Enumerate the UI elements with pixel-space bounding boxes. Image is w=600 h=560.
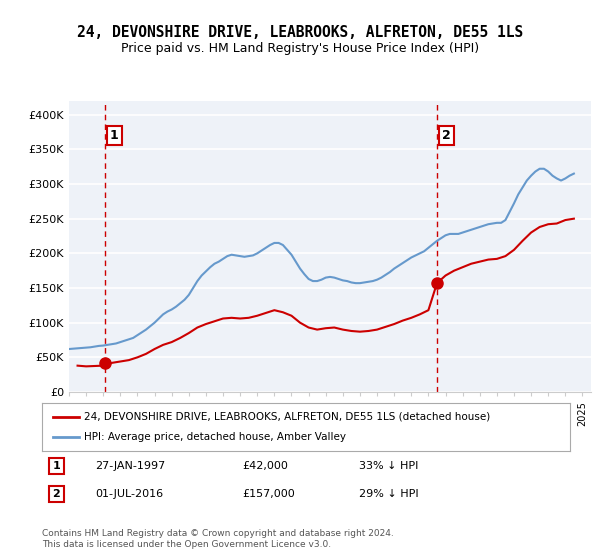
Text: 1: 1 — [110, 129, 118, 142]
Text: 1: 1 — [53, 461, 61, 471]
Text: £42,000: £42,000 — [242, 461, 289, 471]
Text: 27-JAN-1997: 27-JAN-1997 — [95, 461, 165, 471]
Text: 24, DEVONSHIRE DRIVE, LEABROOKS, ALFRETON, DE55 1LS (detached house): 24, DEVONSHIRE DRIVE, LEABROOKS, ALFRETO… — [84, 412, 490, 422]
Text: Contains HM Land Registry data © Crown copyright and database right 2024.
This d: Contains HM Land Registry data © Crown c… — [42, 529, 394, 549]
Text: £157,000: £157,000 — [242, 489, 295, 499]
Text: 01-JUL-2016: 01-JUL-2016 — [95, 489, 163, 499]
Text: 24, DEVONSHIRE DRIVE, LEABROOKS, ALFRETON, DE55 1LS: 24, DEVONSHIRE DRIVE, LEABROOKS, ALFRETO… — [77, 25, 523, 40]
Text: 2: 2 — [442, 129, 451, 142]
Text: 2: 2 — [53, 489, 61, 499]
Text: 29% ↓ HPI: 29% ↓ HPI — [359, 489, 418, 499]
Text: HPI: Average price, detached house, Amber Valley: HPI: Average price, detached house, Ambe… — [84, 432, 346, 442]
Text: Price paid vs. HM Land Registry's House Price Index (HPI): Price paid vs. HM Land Registry's House … — [121, 42, 479, 55]
Text: 33% ↓ HPI: 33% ↓ HPI — [359, 461, 418, 471]
